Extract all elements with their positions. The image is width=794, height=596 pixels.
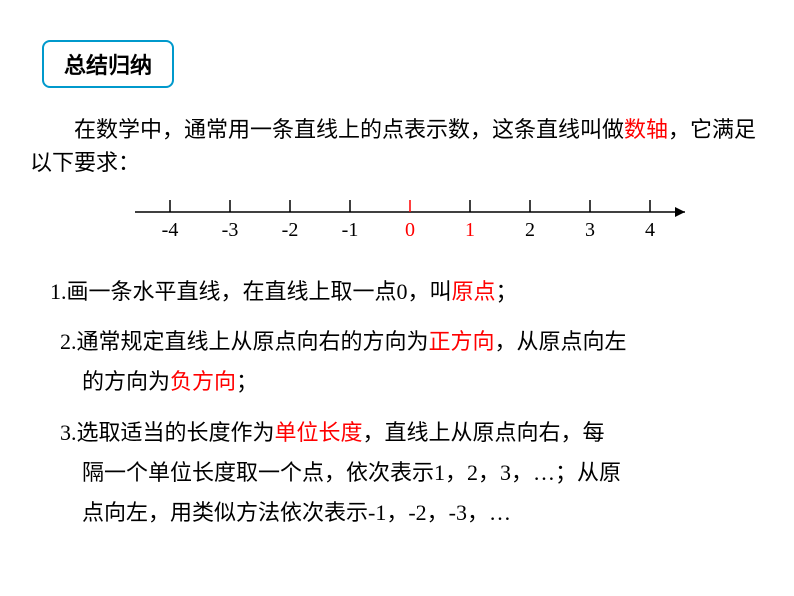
item1-keyword: 原点 [452, 279, 496, 304]
list-item-3-line2: 隔一个单位长度取一个点，依次表示1，2，3，…；从原 [30, 455, 764, 490]
list-item-2: 2.通常规定直线上从原点向右的方向为正方向，从原点向左 [30, 324, 764, 359]
tick-label: 2 [525, 219, 535, 242]
tick-label: 4 [645, 219, 655, 242]
item2-line2prefix: 的方向为 [82, 369, 170, 394]
item2-prefix: 2.通常规定直线上从原点向右的方向为 [60, 329, 429, 354]
item3-line2: 隔一个单位长度取一个点，依次表示1，2，3，…；从原 [82, 460, 621, 485]
list-item-2-cont: 的方向为负方向； [30, 364, 764, 399]
tick-label: -2 [282, 219, 299, 242]
item3-mid: ，直线上从原点向右，每 [363, 420, 605, 445]
list-item-3: 3.选取适当的长度作为单位长度，直线上从原点向右，每 [30, 415, 764, 450]
tick-label: -4 [162, 219, 179, 242]
item2-keyword2: 负方向 [170, 369, 236, 394]
number-line-svg [130, 194, 690, 219]
item2-suffix: ； [236, 369, 258, 394]
tick-label: 0 [405, 219, 415, 242]
tick-label: 3 [585, 219, 595, 242]
list-item-3-line3: 点向左，用类似方法依次表示-1，-2，-3，… [30, 495, 764, 530]
list-item-1: 1.画一条水平直线，在直线上取一点0，叫原点； [30, 274, 764, 309]
item2-keyword1: 正方向 [429, 329, 495, 354]
number-line: -4 -3 -2 -1 0 1 2 3 4 [130, 194, 690, 254]
item3-keyword: 单位长度 [275, 420, 363, 445]
item1-prefix: 1.画一条水平直线，在直线上取一点0，叫 [50, 279, 452, 304]
intro-keyword: 数轴 [624, 117, 668, 142]
intro-paragraph: 在数学中，通常用一条直线上的点表示数，这条直线叫做数轴，它满足以下要求： [30, 113, 764, 179]
item3-prefix: 3.选取适当的长度作为 [60, 420, 275, 445]
tick-label: -1 [342, 219, 359, 242]
summary-title-box: 总结归纳 [42, 40, 174, 88]
item3-line3: 点向左，用类似方法依次表示-1，-2，-3，… [82, 500, 511, 525]
summary-title: 总结归纳 [64, 53, 152, 78]
tick-label: -3 [222, 219, 239, 242]
intro-part1: 在数学中，通常用一条直线上的点表示数，这条直线叫做 [30, 113, 624, 146]
item1-suffix: ； [496, 279, 518, 304]
item2-mid: ，从原点向左 [495, 329, 627, 354]
tick-label: 1 [465, 219, 475, 242]
